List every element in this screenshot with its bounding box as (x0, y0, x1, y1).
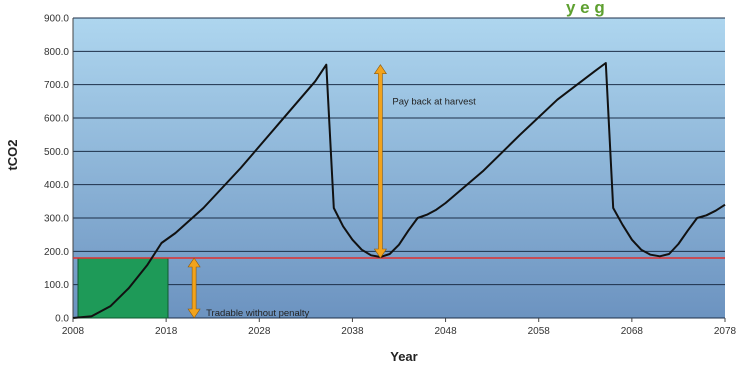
x-tick-label: 2058 (528, 326, 551, 337)
axis-ticks: 0.0 100.0 200.0 300.0 400.0 500.0 600.0 700.0 80… (44, 14, 737, 338)
y-axis-title: tCO2 (5, 139, 20, 170)
annotation-arrows: Pay back at harvest Tradable without pena… (187, 64, 476, 319)
y-tick-label: 700.0 (44, 80, 69, 91)
tradable-area (77, 257, 169, 319)
x-axis-title: Year (390, 349, 417, 364)
y-tick-label: 500.0 (44, 147, 69, 158)
y-tick-label: 300.0 (44, 214, 69, 225)
series-line (72, 62, 726, 319)
y-tick-label: 800.0 (44, 47, 69, 58)
double-arrow (373, 64, 387, 259)
grid-lines (72, 17, 725, 319)
x-tick-label: 2038 (341, 326, 364, 337)
x-tick-label: 2018 (155, 326, 178, 337)
y-tick-label: 400.0 (44, 180, 69, 191)
y-tick-label: 0.0 (55, 314, 69, 325)
y-tick-label: 200.0 (44, 247, 69, 258)
y-tick-label: 600.0 (44, 114, 69, 125)
x-tick-label: 2028 (248, 326, 271, 337)
title-fragment: y e g (566, 0, 605, 17)
annotation-label: Pay back at harvest (392, 97, 476, 108)
annotation-label: Tradable without penalty (206, 308, 309, 319)
x-tick-label: 2078 (714, 326, 737, 337)
y-tick-label: 100.0 (44, 280, 69, 291)
y-tick-label: 900.0 (44, 14, 69, 25)
x-tick-label: 2048 (434, 326, 457, 337)
x-tick-label: 2068 (621, 326, 644, 337)
double-arrow (187, 257, 201, 319)
plot-background (73, 18, 725, 318)
x-tick-label: 2008 (62, 326, 85, 337)
